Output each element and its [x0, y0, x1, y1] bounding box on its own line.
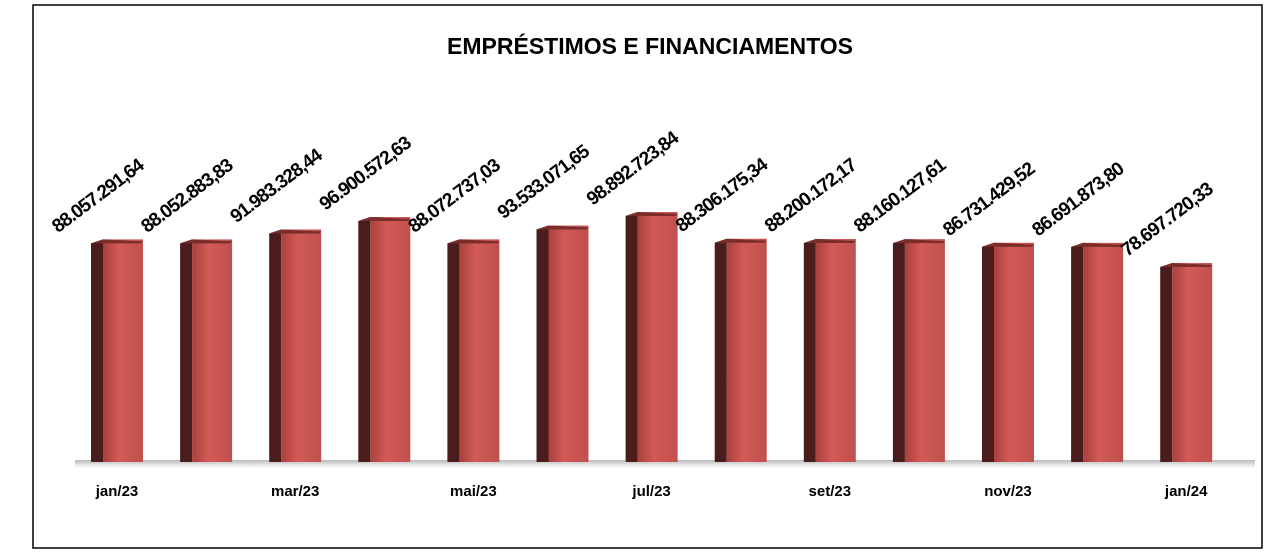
bar-side: [536, 225, 549, 462]
bar-side: [1160, 263, 1173, 462]
bar: [1172, 263, 1213, 462]
bar: [548, 225, 589, 462]
bar-top: [714, 238, 767, 243]
bar-top: [180, 239, 233, 244]
bar-side: [447, 239, 460, 462]
bar: [281, 229, 322, 462]
bar-side: [1071, 242, 1084, 462]
bar-top: [91, 239, 143, 244]
bar-top: [1160, 263, 1213, 268]
x-tick-label: jan/24: [1164, 483, 1208, 500]
value-label: 86.691.873,80: [1028, 159, 1128, 241]
value-label: 96.900.572,63: [316, 133, 416, 215]
bar: [1083, 242, 1124, 462]
bar-side: [358, 217, 371, 462]
x-tick-label: mai/23: [450, 483, 497, 500]
bar: [192, 239, 233, 462]
bar: [994, 242, 1034, 462]
bar-top: [447, 239, 500, 244]
x-tick-label: jan/23: [95, 483, 139, 500]
bar-side: [269, 229, 282, 462]
value-label: 88.072.737,03: [405, 155, 505, 237]
bar-top: [982, 242, 1034, 247]
bar: [637, 212, 678, 462]
bar: [459, 239, 500, 462]
bar-side: [982, 242, 994, 462]
frame: [32, 4, 1263, 549]
bar-side: [91, 239, 103, 462]
value-label: 86.731.429,52: [939, 158, 1039, 240]
bar-top: [892, 239, 945, 244]
bar: [370, 217, 411, 462]
bar-top: [536, 225, 589, 230]
bar: [103, 239, 143, 462]
bar-side: [625, 212, 638, 462]
floor: [75, 460, 1255, 468]
bar: [904, 239, 945, 462]
value-label: 78.697.720,33: [1118, 179, 1218, 261]
bar: [815, 239, 856, 462]
x-tick-label: nov/23: [984, 483, 1032, 500]
value-label: 98.892.723,84: [583, 127, 683, 210]
bar-top: [803, 239, 856, 244]
bar: [726, 238, 767, 462]
bar-top: [1071, 242, 1124, 247]
chart-title: EMPRÉSTIMOS E FINANCIAMENTOS: [447, 32, 853, 59]
value-label: 91.983.328,44: [227, 145, 327, 228]
x-tick-label: set/23: [809, 483, 852, 500]
value-label: 88.052.883,83: [137, 155, 237, 237]
value-label: 88.160.127,61: [850, 154, 950, 237]
bar-side: [803, 239, 816, 462]
value-label: 93.533.071,65: [494, 141, 594, 224]
bar-side: [892, 239, 905, 462]
bar-top: [358, 217, 411, 222]
bar-side: [180, 239, 193, 462]
bar-side: [714, 238, 727, 462]
bar-top: [625, 212, 678, 216]
bar-top: [269, 229, 322, 234]
value-label: 88.200.172,17: [761, 155, 861, 237]
x-tick-label: mar/23: [271, 483, 319, 500]
value-label: 88.306.175,34: [672, 154, 772, 237]
x-tick-label: jul/23: [631, 483, 670, 500]
value-label: 88.057.291,64: [48, 154, 148, 237]
